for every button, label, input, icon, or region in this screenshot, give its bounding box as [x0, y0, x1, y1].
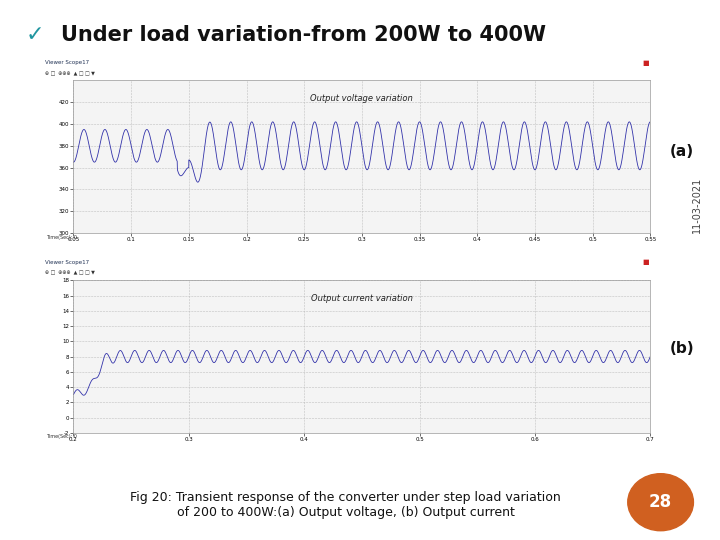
Text: 28: 28 [649, 493, 672, 511]
Text: ■: ■ [642, 59, 649, 66]
Text: Viewer Scope17: Viewer Scope17 [45, 260, 89, 265]
Text: (a): (a) [670, 144, 694, 159]
Text: ⊕ □  ⊕⊕⊕  ▲ □ □ ▼: ⊕ □ ⊕⊕⊕ ▲ □ □ ▼ [45, 271, 94, 276]
Circle shape [628, 474, 693, 531]
Text: ⊕ □  ⊕⊕⊕  ▲ □ □ ▼: ⊕ □ ⊕⊕⊕ ▲ □ □ ▼ [45, 71, 94, 76]
Text: ✓: ✓ [25, 25, 44, 45]
Text: 11-03-2021: 11-03-2021 [692, 177, 702, 233]
Text: (b): (b) [670, 341, 694, 356]
Text: Time(Sec): 0: Time(Sec): 0 [46, 234, 76, 240]
Text: Viewer Scope17: Viewer Scope17 [45, 60, 89, 65]
Text: Output voltage variation: Output voltage variation [310, 94, 413, 103]
Text: ■: ■ [642, 259, 649, 266]
Text: Output current variation: Output current variation [311, 294, 413, 303]
Text: Time(Sec): 0: Time(Sec): 0 [46, 434, 76, 440]
Text: Under load variation-from 200W to 400W: Under load variation-from 200W to 400W [61, 25, 546, 45]
Text: Fig 20: Transient response of the converter under step load variation
of 200 to : Fig 20: Transient response of the conver… [130, 491, 561, 519]
